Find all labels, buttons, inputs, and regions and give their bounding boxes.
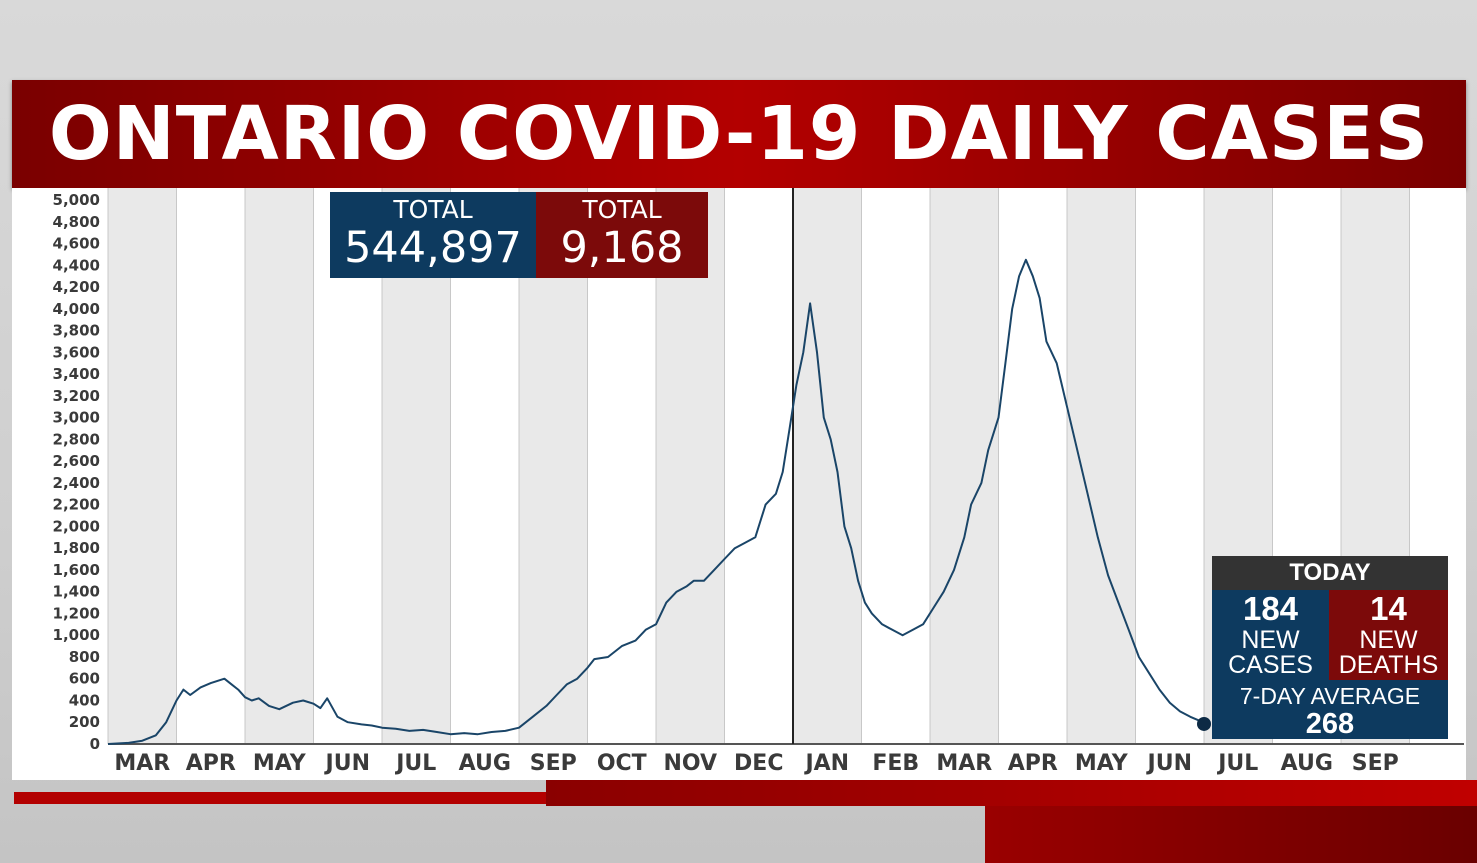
x-tick-label: MAY xyxy=(253,751,307,776)
today-header: TODAY xyxy=(1212,556,1448,590)
decorative-stripe xyxy=(546,780,1477,806)
x-tick-label: AUG xyxy=(459,751,511,776)
x-tick-label: MAR xyxy=(936,751,992,776)
y-tick-label: 2,600 xyxy=(53,452,100,470)
month-band xyxy=(176,188,245,744)
month-band xyxy=(245,188,314,744)
y-tick-label: 1,400 xyxy=(53,583,100,601)
x-tick-label: JAN xyxy=(803,751,849,776)
x-tick-label: OCT xyxy=(597,751,647,776)
x-tick-label: SEP xyxy=(1352,751,1399,776)
month-band xyxy=(793,188,862,744)
total-cases-label: TOTAL xyxy=(393,195,473,224)
y-tick-label: 3,200 xyxy=(53,387,100,405)
y-tick-label: 200 xyxy=(69,713,100,731)
y-tick-label: 2,800 xyxy=(53,430,100,448)
today-new-cases: 184 NEW CASES xyxy=(1212,590,1329,680)
total-cases-box: TOTAL 544,897 xyxy=(330,192,536,278)
x-tick-label: JUL xyxy=(394,751,436,776)
y-tick-label: 800 xyxy=(69,648,100,666)
month-band xyxy=(930,188,999,744)
average-value: 268 xyxy=(1305,708,1355,740)
new-cases-label-1: NEW xyxy=(1241,626,1300,654)
y-tick-label: 4,400 xyxy=(53,256,100,274)
chart-panel: 0 200 400 600 800 1,000 1,200 1,400 1,600 1,800 2,… xyxy=(12,188,1466,780)
y-tick-label: 4,800 xyxy=(53,213,100,231)
x-tick-label: SEP xyxy=(530,751,577,776)
cases-series-line xyxy=(107,258,1205,745)
y-tick-label: 1,800 xyxy=(53,539,100,557)
month-band xyxy=(382,188,451,744)
y-tick-label: 4,200 xyxy=(53,278,100,296)
latest-data-point xyxy=(1197,716,1211,731)
month-band xyxy=(587,188,656,744)
month-band xyxy=(450,188,519,744)
x-tick-label: DEC xyxy=(734,751,783,776)
month-band xyxy=(724,188,793,744)
seven-day-average: 7-DAY AVERAGE 268 xyxy=(1212,680,1448,739)
y-tick-label: 600 xyxy=(69,670,100,688)
decorative-stripe xyxy=(14,792,554,804)
y-tick-label: 5,000 xyxy=(53,191,100,209)
title-banner: ONTARIO COVID-19 DAILY CASES xyxy=(12,80,1466,188)
total-deaths-label: TOTAL xyxy=(582,195,662,224)
month-band xyxy=(861,188,930,744)
average-label: 7-DAY AVERAGE xyxy=(1239,683,1421,709)
x-tick-label: APR xyxy=(186,751,236,776)
y-tick-label: 1,200 xyxy=(53,604,100,622)
x-tick-label: FEB xyxy=(872,751,919,776)
decorative-stripe xyxy=(985,806,1477,863)
y-tick-label: 4,600 xyxy=(53,235,100,253)
y-tick-label: 2,000 xyxy=(53,517,100,535)
y-tick-label: 4,000 xyxy=(53,300,100,318)
x-tick-label: AUG xyxy=(1281,751,1333,776)
x-tick-label: JUL xyxy=(1216,751,1258,776)
x-tick-label: MAR xyxy=(114,751,170,776)
total-deaths-box: TOTAL 9,168 xyxy=(536,192,708,278)
month-band xyxy=(519,188,588,744)
x-tick-label: MAY xyxy=(1075,751,1129,776)
y-tick-label: 2,400 xyxy=(53,474,100,492)
y-tick-label: 1,000 xyxy=(53,626,100,644)
x-tick-label: JUN xyxy=(1146,751,1192,776)
total-deaths-value: 9,168 xyxy=(560,223,684,273)
month-band xyxy=(656,188,725,744)
new-cases-label-2: CASES xyxy=(1228,651,1313,679)
y-tick-label: 1,600 xyxy=(53,561,100,579)
y-tick-label: 2,200 xyxy=(53,496,100,514)
x-tick-label: NOV xyxy=(663,751,717,776)
y-tick-label: 3,800 xyxy=(53,322,100,340)
today-card: TODAY 184 NEW CASES 14 NEW DEATHS 7-DAY … xyxy=(1212,556,1448,739)
month-band xyxy=(1135,188,1204,744)
total-cases-value: 544,897 xyxy=(344,223,522,273)
chart-title: ONTARIO COVID-19 DAILY CASES xyxy=(48,91,1430,177)
month-band xyxy=(313,188,382,744)
today-new-deaths: 14 NEW DEATHS xyxy=(1329,590,1448,680)
y-tick-label: 3,600 xyxy=(53,343,100,361)
y-tick-label: 400 xyxy=(69,691,100,709)
x-tick-label: APR xyxy=(1008,751,1058,776)
month-band xyxy=(998,188,1067,744)
new-deaths-value: 14 xyxy=(1370,590,1407,627)
new-deaths-label-2: DEATHS xyxy=(1338,651,1439,679)
y-tick-label: 3,000 xyxy=(53,409,100,427)
y-tick-label: 0 xyxy=(90,735,100,753)
x-tick-label: JUN xyxy=(324,751,370,776)
new-deaths-label-1: NEW xyxy=(1359,626,1418,654)
daily-cases-chart: 0 200 400 600 800 1,000 1,200 1,400 1,600 1,800 2,… xyxy=(53,188,1464,776)
month-band xyxy=(108,188,177,744)
month-band xyxy=(1067,188,1136,744)
new-cases-value: 184 xyxy=(1242,590,1299,627)
y-tick-label: 3,400 xyxy=(53,365,100,383)
